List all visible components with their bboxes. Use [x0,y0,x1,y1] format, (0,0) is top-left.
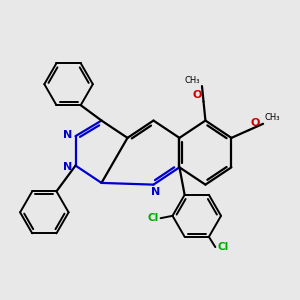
Text: CH₃: CH₃ [265,113,280,122]
Text: N: N [63,162,73,172]
Text: O: O [250,118,260,128]
Text: N: N [151,187,160,196]
Text: O: O [192,90,202,100]
Text: N: N [63,130,73,140]
Text: Cl: Cl [148,213,159,223]
Text: Cl: Cl [217,242,228,252]
Text: CH₃: CH₃ [185,76,200,85]
